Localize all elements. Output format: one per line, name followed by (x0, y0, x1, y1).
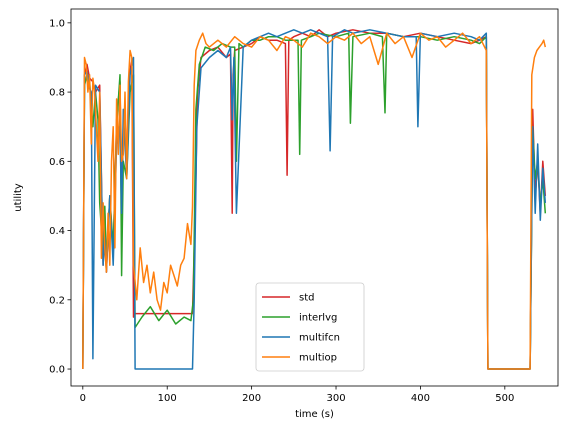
y-tick-label: 0.2 (49, 295, 65, 306)
x-tick-label: 100 (158, 393, 177, 404)
x-axis-label: time (s) (295, 409, 334, 420)
plot-frame (70, 8, 559, 387)
y-axis-label: utility (13, 183, 24, 212)
legend-label-std: std (299, 293, 314, 304)
y-tick-label: 1.0 (49, 18, 65, 29)
x-tick-label: 200 (242, 393, 261, 404)
legend: std interlvg multifcn multiop (255, 282, 365, 372)
y-tick-label: 0.4 (49, 226, 65, 237)
x-tick-label: 400 (411, 393, 430, 404)
legend-label-multiop: multiop (299, 353, 337, 364)
series-line-multiop (82, 32, 547, 370)
x-tick-label: 500 (495, 393, 514, 404)
legend-items: std interlvg multifcn multiop (262, 293, 340, 364)
legend-label-interlvg: interlvg (299, 313, 337, 324)
series-line-multifcn (82, 29, 547, 370)
x-tick-label: 300 (326, 393, 345, 404)
ticks-layer: 0 100 200 300 400 500 0.0 0.2 0.4 0.6 0.8 1.0 (49, 18, 514, 404)
x-tick-label: 0 (80, 393, 86, 404)
legend-box (255, 282, 365, 372)
legend-label-multifcn: multifcn (299, 333, 340, 344)
y-tick-label: 0.6 (49, 157, 65, 168)
y-tick-label: 0.8 (49, 88, 65, 99)
y-tick-label: 0.0 (49, 365, 65, 376)
series-layer (82, 29, 547, 370)
